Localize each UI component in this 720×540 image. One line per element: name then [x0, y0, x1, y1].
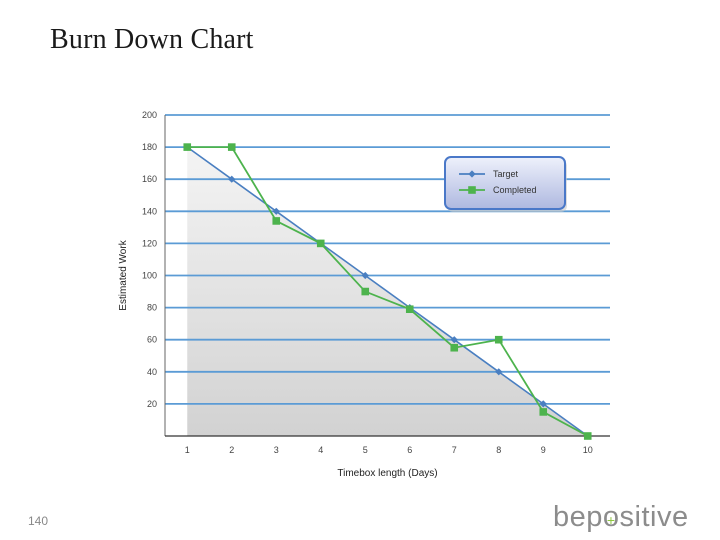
- legend-target-label: Target: [493, 169, 519, 179]
- completed-point-5: [361, 287, 370, 296]
- legend-box: [444, 156, 566, 210]
- target-point-9: [539, 400, 547, 408]
- legend: Target Completed: [444, 156, 567, 212]
- y-axis-title: Estimated Work: [118, 239, 129, 310]
- y-tick-label-120: 120: [142, 238, 157, 248]
- y-tick-label-20: 20: [147, 399, 157, 409]
- target-point-7: [450, 336, 458, 344]
- completed-point-7: [450, 343, 459, 352]
- y-tick-label-100: 100: [142, 271, 157, 281]
- target-point-2: [228, 175, 236, 183]
- y-tick-label-40: 40: [147, 367, 157, 377]
- x-tick-label-7: 7: [452, 445, 457, 455]
- x-tick-label-3: 3: [274, 445, 279, 455]
- target-line: [186, 146, 589, 437]
- y-tick-label-200: 200: [142, 110, 157, 120]
- burn-down-chart: 20 40 60 80 100 120 140 160 180 200 1 2 3 4 5 6 7 8 9 10 Tim…: [118, 110, 610, 479]
- completed-point-10: [583, 432, 592, 440]
- completed-point-1: [183, 143, 192, 151]
- legend-completed-label: Completed: [493, 185, 537, 195]
- y-tick-label-140: 140: [142, 206, 157, 216]
- completed-point-3: [272, 217, 281, 225]
- completed-point-2: [227, 143, 236, 151]
- completed-point-6: [405, 305, 414, 314]
- target-point-8: [495, 368, 503, 376]
- target-point-5: [361, 271, 369, 280]
- completed-point-9: [539, 408, 548, 416]
- legend-target-marker: [468, 170, 476, 178]
- completed-point-8: [494, 335, 503, 344]
- x-tick-label-5: 5: [363, 445, 368, 455]
- y-tick-label-60: 60: [147, 335, 157, 345]
- y-tick-label-180: 180: [142, 142, 157, 152]
- x-tick-label-8: 8: [496, 445, 501, 455]
- company-logo: bepo + sitive: [553, 501, 689, 533]
- target-point-3: [272, 207, 280, 215]
- legend-completed-marker: [468, 186, 476, 194]
- page-number: 140: [28, 514, 49, 528]
- x-axis-title: Timebox length (Days): [337, 468, 437, 479]
- x-tick-label-4: 4: [318, 445, 323, 455]
- slide-title: Burn Down Chart: [50, 24, 254, 55]
- y-tick-label-80: 80: [147, 303, 157, 313]
- completed-line: [187, 146, 589, 437]
- x-tick-label-9: 9: [541, 445, 546, 455]
- x-tick-label-2: 2: [229, 445, 234, 455]
- x-tick-label-6: 6: [407, 445, 412, 455]
- completed-point-4: [316, 239, 325, 248]
- x-tick-label-10: 10: [583, 445, 593, 455]
- y-tick-label-160: 160: [142, 174, 157, 184]
- x-tick-label-1: 1: [185, 445, 190, 455]
